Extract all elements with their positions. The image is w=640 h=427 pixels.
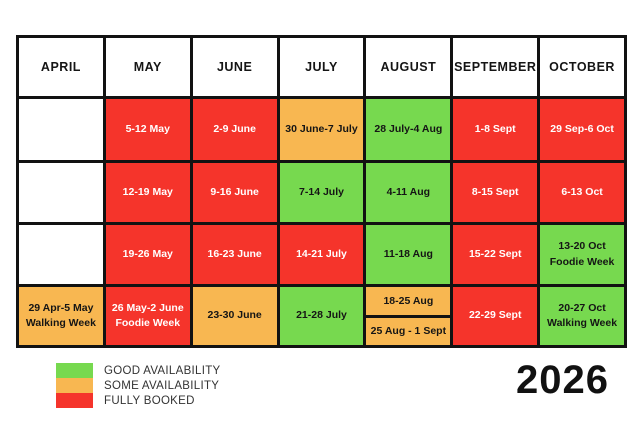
week-theme-label: Foodie Week [549, 255, 615, 268]
date-range: 30 June-7 July [285, 122, 358, 135]
month-header-september: SEPTEMBER [453, 38, 538, 96]
week-theme-label: Walking Week [547, 317, 618, 329]
month-header-august: AUGUST [366, 38, 451, 96]
date-range: 14-21 July [296, 247, 347, 260]
month-header-april: APRIL [19, 38, 103, 96]
calendar-cell [19, 163, 103, 222]
calendar-cell: 12-19 May [105, 163, 190, 222]
year-label: 2026 [516, 358, 609, 402]
date-range: 28 July-4 Aug [374, 122, 443, 135]
calendar-cell: 30 June-7 July [279, 99, 364, 160]
calendar-cell: 29 Apr-5 May Walking Week [19, 287, 103, 345]
month-header-october: OCTOBER [540, 38, 624, 96]
date-range: 13-20 Oct [558, 240, 606, 253]
date-range: 11-18 Aug [383, 247, 433, 260]
month-header-may: MAY [105, 38, 190, 96]
date-range: 26 May-2 June [111, 301, 184, 314]
calendar-cell: 20-27 Oct Walking Week [540, 287, 624, 345]
calendar-cell: 8-15 Sept [453, 163, 538, 222]
calendar-cell: 23-30 June [192, 287, 277, 345]
calendar-cell: 16-23 June [192, 225, 277, 284]
legend: GOOD AVAILABILITY SOME AVAILABILITY FULL… [56, 363, 221, 408]
date-range: 6-13 Oct [561, 185, 603, 198]
date-range: 15-22 Sept [468, 247, 522, 260]
fully-booked-swatch [56, 393, 93, 408]
month-header-june: JUNE [192, 38, 277, 96]
calendar-cell: 14-21 July [279, 225, 364, 284]
legend-item-some: SOME AVAILABILITY [56, 378, 221, 393]
legend-label: GOOD AVAILABILITY [104, 364, 221, 377]
calendar-cell: 13-20 Oct Foodie Week [540, 225, 624, 284]
date-range: 18-25 Aug [383, 294, 434, 307]
date-range: 29 Apr-5 May [28, 301, 94, 314]
date-range: 21-28 July [296, 309, 347, 322]
month-header-july: JULY [279, 38, 364, 96]
calendar-cell [19, 225, 103, 284]
legend-item-booked: FULLY BOOKED [56, 393, 221, 408]
calendar-cell: 4-11 Aug [366, 163, 451, 222]
date-range: 5-12 May [125, 122, 170, 135]
good-availability-swatch [56, 363, 93, 378]
calendar-cell: 11-18 Aug [366, 225, 451, 284]
date-range: 23-30 June [207, 309, 262, 322]
calendar-cell: 2-9 June [192, 99, 277, 160]
some-availability-swatch [56, 378, 93, 393]
date-range: 8-15 Sept [471, 185, 519, 198]
date-range: 29 Sep-6 Oct [550, 122, 614, 135]
calendar-cell: 29 Sep-6 Oct [540, 99, 624, 160]
calendar-cell [19, 99, 103, 160]
legend-label: SOME AVAILABILITY [104, 379, 220, 392]
date-range: 16-23 June [207, 247, 262, 260]
availability-calendar-table: APRIL MAY JUNE JULY AUGUST SEPTEMBER OCT… [16, 35, 627, 348]
legend-item-good: GOOD AVAILABILITY [56, 363, 221, 378]
calendar-cell: 1-8 Sept [453, 99, 538, 160]
legend-label: FULLY BOOKED [104, 394, 195, 407]
calendar-cell: 6-13 Oct [540, 163, 624, 222]
calendar-cell: 26 May-2 June Foodie Week [105, 287, 190, 345]
week-theme-label: Foodie Week [115, 317, 181, 329]
date-range: 25 Aug - 1 Sept [370, 325, 447, 338]
calendar-cell: 5-12 May [105, 99, 190, 160]
date-range: 12-19 May [122, 185, 173, 198]
date-range: 2-9 June [213, 122, 256, 135]
date-range: 4-11 Aug [386, 185, 431, 198]
calendar-cell: 19-26 May [105, 225, 190, 284]
date-range: 7-14 July [299, 185, 344, 198]
calendar-subcell: 18-25 Aug [366, 287, 451, 315]
calendar-cell: 21-28 July [279, 287, 364, 345]
calendar-cell: 9-16 June [192, 163, 277, 222]
calendar-cell: 28 July-4 Aug [366, 99, 451, 160]
calendar-cell-split-august: 18-25 Aug 25 Aug - 1 Sept [366, 287, 451, 345]
date-range: 19-26 May [122, 247, 173, 260]
date-range: 22-29 Sept [468, 309, 522, 322]
calendar-cell: 15-22 Sept [453, 225, 538, 284]
calendar-cell: 22-29 Sept [453, 287, 538, 345]
calendar-cell: 7-14 July [279, 163, 364, 222]
calendar-subcell: 25 Aug - 1 Sept [366, 317, 451, 345]
date-range: 9-16 June [210, 185, 259, 198]
week-theme-label: Walking Week [25, 317, 96, 329]
date-range: 1-8 Sept [474, 122, 516, 135]
date-range: 20-27 Oct [558, 301, 606, 314]
